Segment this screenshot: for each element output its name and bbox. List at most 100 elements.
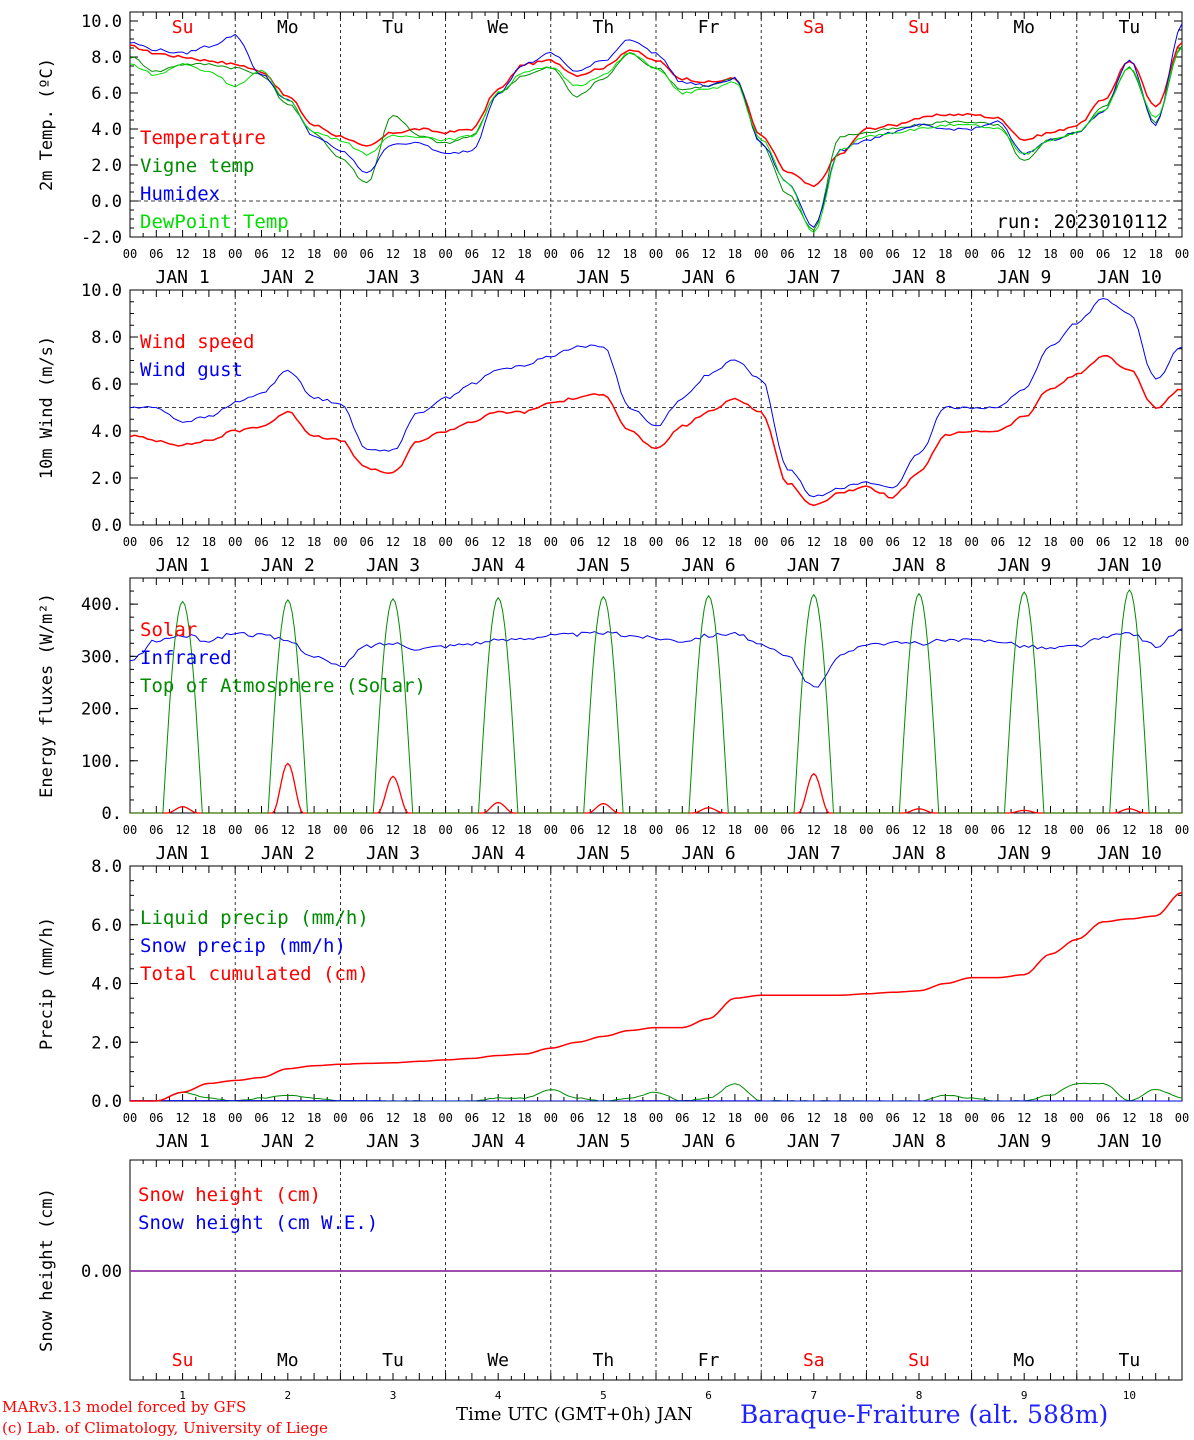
date-label: JAN 4 [471,1131,525,1152]
hour-label: 12 [491,247,505,261]
hour-label: 18 [307,823,321,837]
date-label: JAN 7 [787,267,841,288]
y-tick-label: 0.0 [91,516,122,536]
hour-label: 12 [491,823,505,837]
hour-label: 12 [912,247,926,261]
hour-label: 18 [202,823,216,837]
date-label: JAN 2 [261,267,315,288]
y-tick-label: 2.0 [91,469,122,489]
hour-label: 18 [728,823,742,837]
day-number: 10 [1123,1389,1136,1402]
legend-total-cumulated-cm: Total cumulated (cm) [140,963,369,985]
hour-label: 00 [333,535,347,549]
hour-label: 06 [570,535,584,549]
run-label: run: 2023010112 [996,211,1168,233]
hour-label: 06 [1096,535,1110,549]
hour-label: 12 [1122,535,1136,549]
hour-label: 00 [964,1111,978,1125]
y-tick-label: 400. [81,595,122,615]
hour-label: 00 [228,823,242,837]
hour-label: 00 [1070,1111,1084,1125]
hour-label: 00 [859,823,873,837]
hour-label: 06 [885,535,899,549]
hour-label: 00 [859,535,873,549]
hour-label: 06 [675,823,689,837]
date-label: JAN 7 [787,1131,841,1152]
date-label: JAN 1 [156,555,210,576]
hour-label: 12 [596,247,610,261]
panel-5: 0.00 Snow height (cm) Snow height (cm) Snow… [37,1159,1183,1381]
hour-label: 06 [780,535,794,549]
hour-label: 18 [517,535,531,549]
hour-label: 00 [333,1111,347,1125]
date-label: JAN 4 [471,267,525,288]
hour-label: 12 [701,823,715,837]
hour-label: 06 [570,823,584,837]
hour-label: 00 [649,535,663,549]
hour-label: 06 [254,823,268,837]
y-tick-label: 100. [81,752,122,772]
weekday-top-label: Mo [1013,17,1035,38]
hour-label: 06 [885,823,899,837]
hour-label: 06 [149,247,163,261]
month-label: JAN [656,1404,693,1425]
hour-label: 12 [175,1111,189,1125]
hour-label: 00 [544,247,558,261]
hour-label: 00 [1070,535,1084,549]
hour-label: 06 [1096,823,1110,837]
hour-label: 06 [570,1111,584,1125]
hour-label: 06 [885,1111,899,1125]
legend-liquid-precip-mm-h: Liquid precip (mm/h) [140,907,369,929]
hour-label: 06 [991,247,1005,261]
day-number: 8 [916,1389,923,1402]
hour-label: 12 [491,535,505,549]
day-number: 4 [495,1389,502,1402]
weekday-top-label: Su [172,17,194,38]
hour-label: 06 [359,823,373,837]
date-label: JAN 6 [682,267,736,288]
hour-label: 18 [517,1111,531,1125]
y-tick-label: 4.0 [91,422,122,442]
panel-3: 0. 100. 200. 300. 400. Energy fluxes (W/m²) So… [37,577,1189,864]
hour-label: 18 [1043,247,1057,261]
hour-label: 18 [307,535,321,549]
hour-label: 18 [833,247,847,261]
hour-label: 12 [386,823,400,837]
weekday-bottom-label: Th [593,1350,615,1371]
hour-label: 06 [465,535,479,549]
day-number: 6 [705,1389,712,1402]
hour-label: 18 [938,247,952,261]
hour-label: 06 [465,1111,479,1125]
date-label: JAN 10 [1097,843,1162,864]
day-number: 2 [284,1389,291,1402]
hour-label: 06 [254,535,268,549]
date-label: JAN 8 [892,267,946,288]
hour-label: 18 [307,1111,321,1125]
hour-label: 00 [438,247,452,261]
hour-label: 00 [964,535,978,549]
hour-label: 00 [964,823,978,837]
date-label: JAN 5 [576,267,630,288]
date-label: JAN 2 [261,1131,315,1152]
hour-label: 18 [412,535,426,549]
hour-label: 06 [1096,247,1110,261]
hour-label: 06 [675,535,689,549]
y-tick-label: 0.0 [91,1092,122,1112]
hour-label: 12 [386,1111,400,1125]
hour-label: 00 [1175,247,1189,261]
hour-label: 12 [912,535,926,549]
hour-label: 06 [149,823,163,837]
hour-label: 18 [1148,247,1162,261]
y-axis-title: Snow height (cm) [37,1188,57,1352]
hour-label: 18 [202,1111,216,1125]
y-tick-label: 4.0 [91,975,122,995]
hour-label: 00 [333,247,347,261]
time-axis-title: Time UTC (GMT+0h) JAN [456,1404,693,1425]
hour-label: 12 [912,823,926,837]
y-tick-label: 6.0 [91,916,122,936]
date-label: JAN 3 [366,555,420,576]
hour-label: 00 [438,535,452,549]
legend-vigne-temp: Vigne temp [140,155,254,177]
hour-label: 00 [123,1111,137,1125]
